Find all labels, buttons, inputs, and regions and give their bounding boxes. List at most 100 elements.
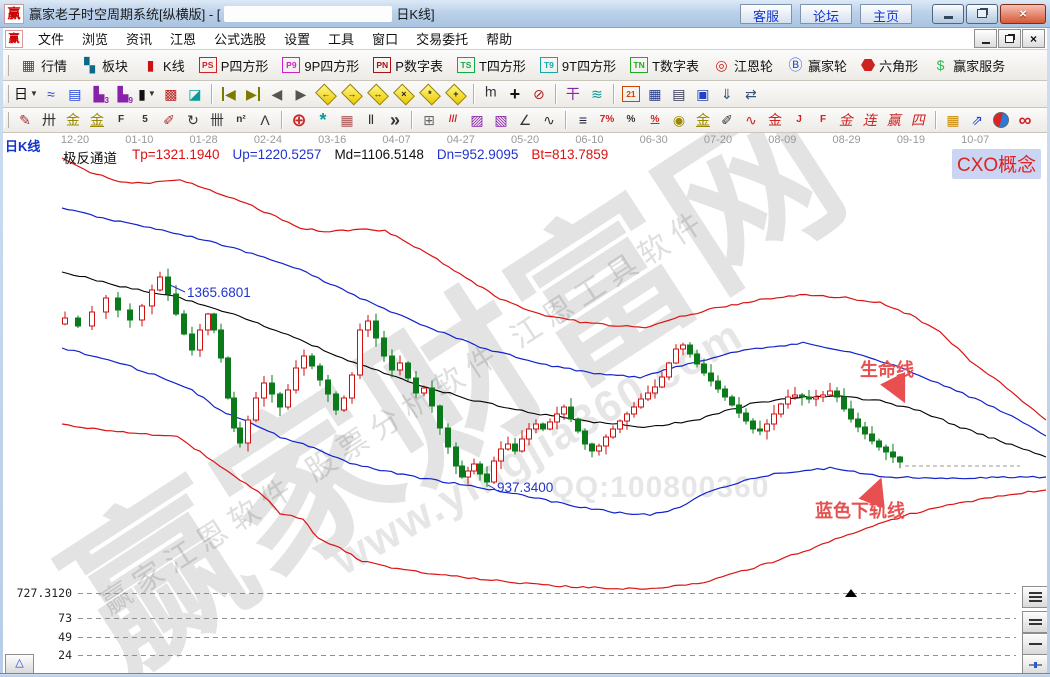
tool-calendar-button[interactable]: 21 [619, 83, 643, 106]
draw-percent-levels-button[interactable]: % [643, 109, 667, 132]
tool-next-bar-button[interactable]: ▶ [289, 83, 313, 106]
toolbar-p-number-table-button[interactable]: PN P数字表 [366, 53, 450, 78]
subpanel-expand-button[interactable]: △ [5, 654, 34, 674]
draw-si-angle-button[interactable]: 四 [907, 109, 931, 132]
scale-button-2[interactable] [1022, 611, 1049, 633]
draw-more-tools-button[interactable]: » [383, 109, 407, 132]
toolbar-hexagon-button[interactable]: 六角形 [854, 53, 925, 78]
menu-file[interactable]: 文件 [38, 32, 65, 47]
draw-gold-circle-button[interactable]: ◉ [667, 109, 691, 132]
toolbar-t-number-table-button[interactable]: TN T数字表 [623, 53, 706, 78]
draw-bar-pencil-button[interactable]: ✐ [715, 109, 739, 132]
draw-brush-button[interactable]: ✎ [13, 109, 37, 132]
draw-pencil-measure-button[interactable]: ✐ [157, 109, 181, 132]
tool-report-button[interactable]: ▤ [667, 83, 691, 106]
tool-diamond-left-button[interactable]: ← [314, 85, 338, 104]
tool-gann-frame-tool-button[interactable]: 干 [561, 83, 585, 106]
draw-target-crosshair-button[interactable]: ⊕ [287, 109, 311, 132]
tool-diamond-both-button[interactable]: ↔ [366, 85, 390, 104]
tool-diamond-right-button[interactable]: → [340, 85, 364, 104]
scale-button-3[interactable] [1022, 586, 1049, 608]
toolbar-9p-square-button[interactable]: P9 9P四方形 [275, 53, 366, 78]
draw-angle-fan-button[interactable]: ∠ [513, 109, 537, 132]
draw-j-angle-button[interactable]: J [787, 109, 811, 132]
draw-trend-chart-button[interactable]: ⇗ [965, 109, 989, 132]
toolbar-sectors-button[interactable]: ▚ 板块 [74, 53, 135, 78]
draw-percent-button[interactable]: % [619, 109, 643, 132]
toolbar-winner-service-button[interactable]: $ 赢家服务 [925, 53, 1012, 78]
menu-window[interactable]: 窗口 [372, 32, 399, 47]
draw-box-fan-button[interactable]: ▨ [465, 109, 489, 132]
tool-pattern-tool-button[interactable]: ▩ [159, 83, 183, 106]
toolbar-9t-square-button[interactable]: T9 9T四方形 [533, 53, 623, 78]
draw-yinyang-button[interactable] [989, 109, 1013, 132]
toolbar-p-square-button[interactable]: PS P四方形 [192, 53, 276, 78]
tool-histogram-flag-button[interactable]: ◪ [183, 83, 207, 106]
tool-crosshair-tool-button[interactable]: + [503, 83, 527, 106]
menu-formula-picker[interactable]: 公式选股 [214, 32, 267, 47]
tool-zoom-tool-button[interactable]: ⊘ [527, 83, 551, 106]
tool-save-button[interactable]: ▣ [691, 83, 715, 106]
draw-f-angle-button[interactable]: F [811, 109, 835, 132]
draw-n-square-button[interactable]: n² [229, 109, 253, 132]
menu-gann[interactable]: 江恩 [170, 32, 197, 47]
toolbar-kline-button[interactable]: ▮ K线 [135, 53, 192, 78]
tool-last-bar-button[interactable]: ▶ [241, 83, 265, 106]
draw-star-net-button[interactable]: * [311, 109, 335, 132]
scale-button-1[interactable] [1022, 633, 1049, 655]
tool-sync-button[interactable]: ⇄ [739, 83, 763, 106]
child-minimize-button[interactable] [974, 29, 997, 48]
draw-wave-tool-button[interactable]: ∿ [537, 109, 561, 132]
draw-gold-levels-button[interactable]: 金 [691, 109, 715, 132]
tool-bars-9-button[interactable]: ▙ 9 [111, 83, 135, 106]
toolbar-winner-wheel-button[interactable]: Ⓑ 赢家轮 [780, 53, 854, 78]
concept-tag[interactable]: CXO概念 [952, 149, 1042, 179]
menu-browse[interactable]: 浏览 [82, 32, 109, 47]
tool-bars-3-button[interactable]: ▙ 3 [87, 83, 111, 106]
tool-prev-bar-button[interactable]: ◀ [265, 83, 289, 106]
draw-net-box-button[interactable]: ▦ [335, 109, 359, 132]
draw-gann-grid-button[interactable]: 卅 [37, 109, 61, 132]
draw-grid-lines-button[interactable]: 卌 [205, 109, 229, 132]
tool-note-tool-button[interactable]: ▤ [63, 83, 87, 106]
toolbar-quotes-button[interactable]: ▦ 行情 [13, 53, 74, 78]
draw-lian-angle-button[interactable]: 连 [859, 109, 883, 132]
draw-gold-angle-button[interactable]: 金 [835, 109, 859, 132]
tool-calculator-button[interactable]: ▦ [643, 83, 667, 106]
tool-hand-tool-button[interactable]: ɰ [479, 83, 503, 106]
draw-ying-angle-button[interactable]: 赢 [883, 109, 907, 132]
tool-scribble-tool-button[interactable]: ≈ [39, 83, 63, 106]
tool-export-button[interactable]: ⇓ [715, 83, 739, 106]
tool-period-selector-button[interactable]: 日 ▼ [13, 83, 39, 106]
draw-infinity-tool-button[interactable]: ∞ [1013, 109, 1037, 132]
menu-help[interactable]: 帮助 [486, 32, 513, 47]
menu-news[interactable]: 资讯 [126, 32, 153, 47]
menu-tools[interactable]: 工具 [328, 32, 355, 47]
tool-diamond-star-button[interactable]: * [418, 85, 442, 104]
draw-five-lines-button[interactable]: 5 [133, 109, 157, 132]
link-button-home[interactable]: 主页 [860, 3, 912, 24]
menu-trade-entrust[interactable]: 交易委托 [416, 32, 469, 47]
toolbar-t-square-button[interactable]: TS T四方形 [450, 53, 533, 78]
draw-seven-percent-button[interactable]: 7% [595, 109, 619, 132]
tool-diamond-plus-button[interactable]: + [444, 85, 468, 104]
menu-settings[interactable]: 设置 [284, 32, 311, 47]
tool-first-bar-button[interactable]: ◀ [217, 83, 241, 106]
close-button[interactable]: × [1000, 3, 1046, 24]
draw-gold-split-1-button[interactable]: 金 [61, 109, 85, 132]
link-button-forum[interactable]: 论坛 [800, 3, 852, 24]
restore-button[interactable] [966, 3, 998, 24]
draw-frame-tool-button[interactable]: ⊞ [417, 109, 441, 132]
draw-price-levels-button[interactable]: ≡ [571, 109, 595, 132]
draw-a-wave-button[interactable]: ∿ [739, 109, 763, 132]
tool-diamond-x-button[interactable]: × [392, 85, 416, 104]
draw-tick-marks-button[interactable]: || [359, 109, 383, 132]
draw-fan-red-button[interactable]: /// [441, 109, 465, 132]
draw-cycle-tool-button[interactable]: ↻ [181, 109, 205, 132]
draw-fibo-lines-button[interactable]: F [109, 109, 133, 132]
tool-wave-scribble-tool-button[interactable]: ≋ [585, 83, 609, 106]
link-button-support[interactable]: 客服 [740, 3, 792, 24]
draw-gold-split-2-button[interactable]: 金 [85, 109, 109, 132]
draw-box-net-button[interactable]: ▧ [489, 109, 513, 132]
draw-gold-red-levels-button[interactable]: 金 [763, 109, 787, 132]
